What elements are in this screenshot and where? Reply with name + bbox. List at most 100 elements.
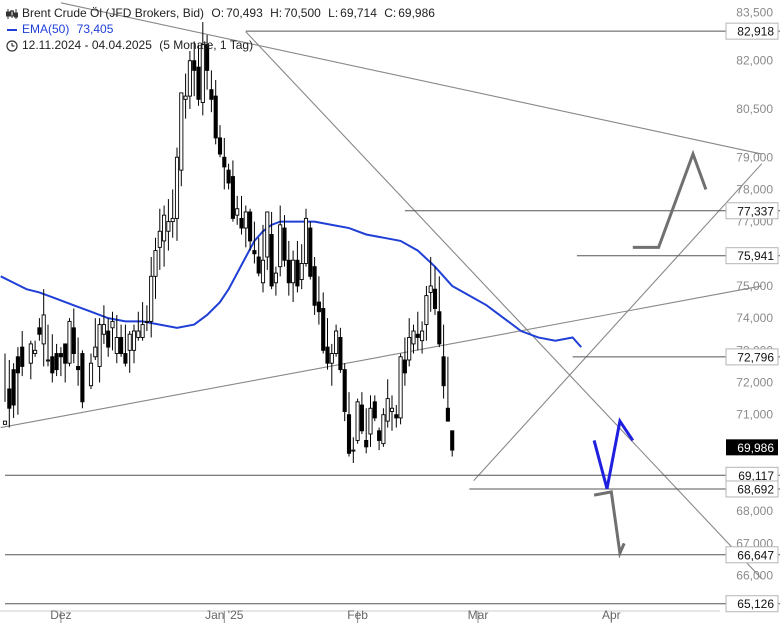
- candle-up: [381, 414, 386, 445]
- candle-up: [162, 214, 167, 242]
- candle-down: [346, 414, 352, 454]
- candle-up: [114, 337, 119, 355]
- y-tick-label: 78,000: [736, 182, 773, 196]
- x-tick-label: Jan '25: [205, 608, 244, 622]
- candle-up: [299, 262, 304, 280]
- candle-up: [97, 324, 102, 367]
- candle-up: [2, 420, 8, 425]
- y-tick-label: 71,000: [736, 408, 773, 422]
- candle-up: [334, 330, 339, 355]
- candle-down: [372, 401, 377, 419]
- y-tick-label: 79,000: [736, 150, 773, 164]
- candle-up: [303, 217, 309, 264]
- candlesticks: [2, 22, 455, 463]
- candle-up: [67, 320, 72, 364]
- y-tick-label: 74,000: [736, 311, 773, 325]
- candle-up: [428, 285, 433, 293]
- y-tick-label: 66,000: [736, 569, 773, 583]
- candle-up: [153, 250, 158, 277]
- candle-down: [445, 407, 450, 422]
- candle-up: [291, 259, 296, 284]
- forecast-paths: [592, 149, 708, 559]
- candle-down: [213, 95, 218, 139]
- candle-down: [342, 369, 347, 412]
- candle-up: [110, 320, 115, 329]
- candle-down: [209, 89, 214, 100]
- x-tick-label: Apr: [602, 608, 621, 622]
- candle-down: [441, 356, 446, 387]
- candle-up: [273, 272, 278, 284]
- level-value-label: 82,918: [737, 25, 774, 39]
- candle-down: [76, 365, 81, 371]
- trendlines[interactable]: [0, 2, 763, 580]
- candle-down: [256, 256, 261, 274]
- candle-down: [437, 311, 442, 345]
- candle-down: [316, 301, 321, 313]
- candle-down: [205, 44, 210, 71]
- candle-up: [179, 92, 184, 171]
- candle-up: [41, 314, 46, 345]
- candle-up: [200, 44, 205, 103]
- candle-down: [321, 308, 326, 351]
- y-tick-label: 72,000: [736, 376, 773, 390]
- x-axis: Dez Jan '25 Feb Mar Apr: [0, 608, 720, 623]
- candle-up: [187, 60, 192, 97]
- candle-down: [359, 404, 364, 432]
- candle-down: [80, 353, 85, 403]
- trendline: [60, 2, 762, 155]
- candle-up: [368, 407, 373, 435]
- x-tick-label: Dez: [50, 608, 71, 622]
- low-label: L:: [328, 6, 339, 20]
- horizontal-levels[interactable]: [5, 30, 780, 605]
- candle-down: [286, 259, 291, 284]
- candle-up: [144, 320, 149, 323]
- candle-up: [420, 330, 425, 342]
- forecast-path-blue: [592, 417, 635, 490]
- level-value-box: [725, 22, 779, 40]
- candle-down: [11, 369, 16, 406]
- close-value: 69,986: [398, 6, 435, 20]
- candle-down: [54, 353, 59, 371]
- last-price-label: 69,986: [737, 441, 774, 455]
- level-value-box: [725, 546, 779, 564]
- candle-up: [265, 211, 270, 258]
- trendline: [473, 163, 763, 482]
- candle-up: [33, 349, 38, 355]
- instrument-name: Brent Crude Öl (JFD Brokers, Bid): [22, 6, 205, 20]
- candle-up: [170, 217, 175, 223]
- candle-up: [260, 259, 266, 284]
- forecast-path-alt: [593, 490, 626, 559]
- candle-up: [389, 407, 395, 412]
- candle-down: [7, 388, 12, 409]
- candle-down: [282, 227, 287, 261]
- candle-up: [351, 449, 356, 452]
- candle-up: [166, 221, 171, 232]
- candle-down: [50, 356, 55, 374]
- candle-up: [157, 230, 162, 248]
- y-tick-label: 80,500: [736, 102, 773, 116]
- candle-up: [183, 95, 188, 100]
- candle-down: [123, 353, 128, 364]
- level-value-box: [725, 348, 779, 366]
- candle-down: [450, 430, 455, 451]
- period-info: 12.11.2024 - 04.04.2025 (5 Monate, 1 Tag…: [6, 38, 257, 52]
- candle-down: [338, 337, 343, 371]
- period-interval: (5 Monate, 1 Tag): [159, 38, 254, 52]
- candle-down: [239, 217, 244, 229]
- high-label: H:: [270, 6, 283, 20]
- candle-down: [37, 327, 42, 335]
- candle-up: [407, 337, 412, 361]
- y-tick-label: 68,000: [736, 504, 773, 518]
- ema-legend[interactable]: EMA(50) 73,405: [6, 22, 117, 36]
- candle-down: [217, 137, 223, 155]
- candle-up: [101, 324, 106, 335]
- candle-up: [149, 275, 154, 322]
- candle-down: [63, 343, 68, 364]
- candle-down: [119, 337, 124, 355]
- candle-up: [243, 211, 248, 229]
- candle-up: [136, 330, 141, 338]
- ema-label: EMA(50): [22, 22, 70, 36]
- level-value-label: 77,337: [737, 204, 774, 218]
- high-value: 70,500: [284, 6, 321, 20]
